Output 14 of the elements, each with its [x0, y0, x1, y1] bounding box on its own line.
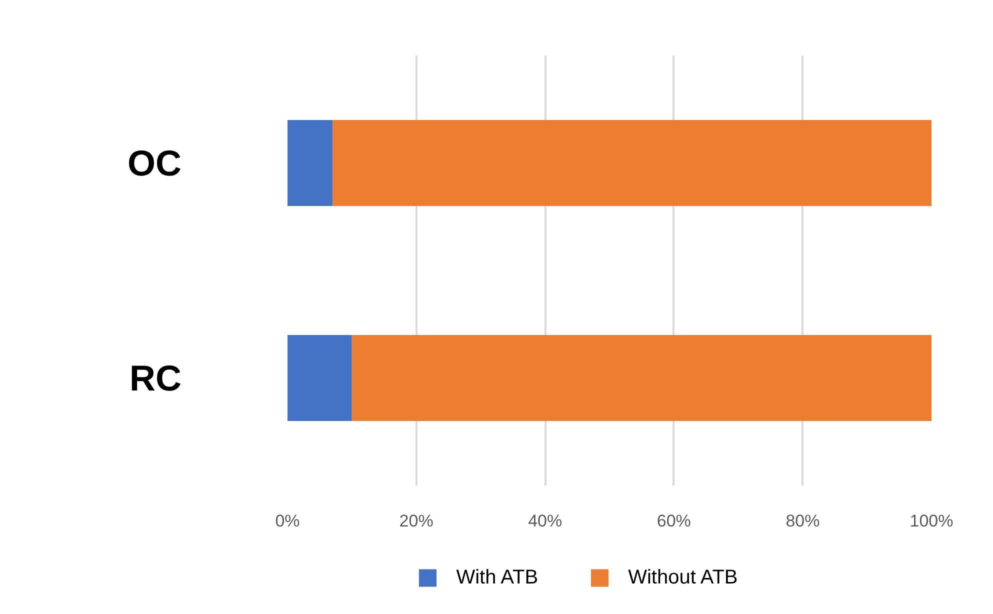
legend-label: Without ATB	[628, 566, 738, 589]
x-tick-label: 60%	[656, 512, 691, 530]
bar	[352, 335, 932, 421]
bar	[288, 120, 333, 206]
legend-label: With ATB	[456, 566, 538, 589]
x-tick-label: 80%	[786, 512, 820, 530]
y-tick-label: RC	[130, 358, 182, 398]
bar	[288, 335, 352, 421]
bar	[332, 120, 932, 206]
x-tick-label: 40%	[528, 512, 562, 530]
x-tick-label: 100%	[910, 512, 954, 530]
x-tick-label: 0%	[275, 512, 300, 530]
y-tick-label: OC	[128, 142, 182, 184]
x-tick-label: 20%	[399, 512, 434, 530]
